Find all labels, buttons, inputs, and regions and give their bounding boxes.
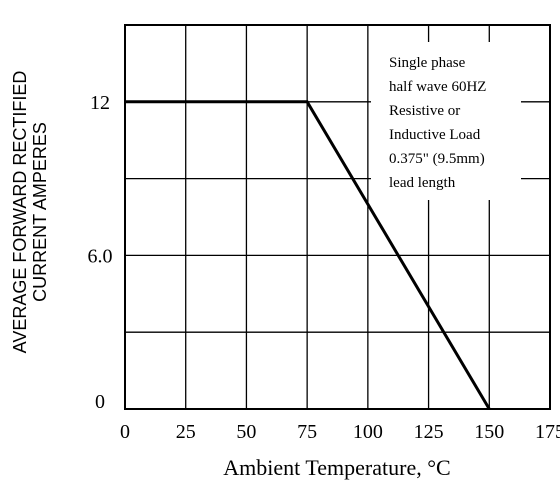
x-tick-labels: 0 25 50 75 100 125 150 175 — [120, 421, 560, 443]
y-tick-label-1: 6.0 — [88, 245, 113, 267]
series-line-0 — [125, 100, 491, 410]
y-axis-label-line-1: CURRENT AMPERES — [30, 122, 50, 302]
series-layer — [125, 100, 491, 410]
annotation-line-4: 0.375" (9.5mm) — [389, 151, 485, 167]
annotation-line-0: Single phase — [389, 55, 466, 71]
x-tick-label-4: 100 — [353, 421, 383, 443]
annotation-line-5: lead length — [389, 175, 456, 191]
y-axis-label-line-0: AVERAGE FORWARD RECTIFIED — [10, 71, 30, 354]
annotation-background — [371, 42, 521, 200]
x-tick-label-6: 150 — [474, 421, 504, 443]
x-tick-label-0: 0 — [120, 421, 130, 443]
plot-frame — [124, 24, 551, 410]
annotation-box: Single phase half wave 60HZ Resistive or In… — [371, 42, 521, 200]
x-axis-label: Ambient Temperature, °C — [223, 455, 450, 480]
x-tick-label-3: 75 — [297, 421, 317, 443]
y-tick-label-0: 0 — [95, 391, 105, 413]
annotation-line-2: Resistive or — [389, 103, 460, 119]
y-tick-label-2: 12 — [90, 92, 110, 114]
x-tick-label-5: 125 — [414, 421, 444, 443]
x-tick-label-7: 175 — [535, 421, 560, 443]
annotation-line-1: half wave 60HZ — [389, 79, 486, 95]
x-tick-label-1: 25 — [176, 421, 196, 443]
annotation-line-3: Inductive Load — [389, 127, 481, 143]
y-tick-labels: 0 6.0 12 — [88, 92, 113, 413]
y-axis-label: AVERAGE FORWARD RECTIFIED CURRENT AMPERES — [10, 71, 50, 354]
x-tick-label-2: 50 — [236, 421, 256, 443]
